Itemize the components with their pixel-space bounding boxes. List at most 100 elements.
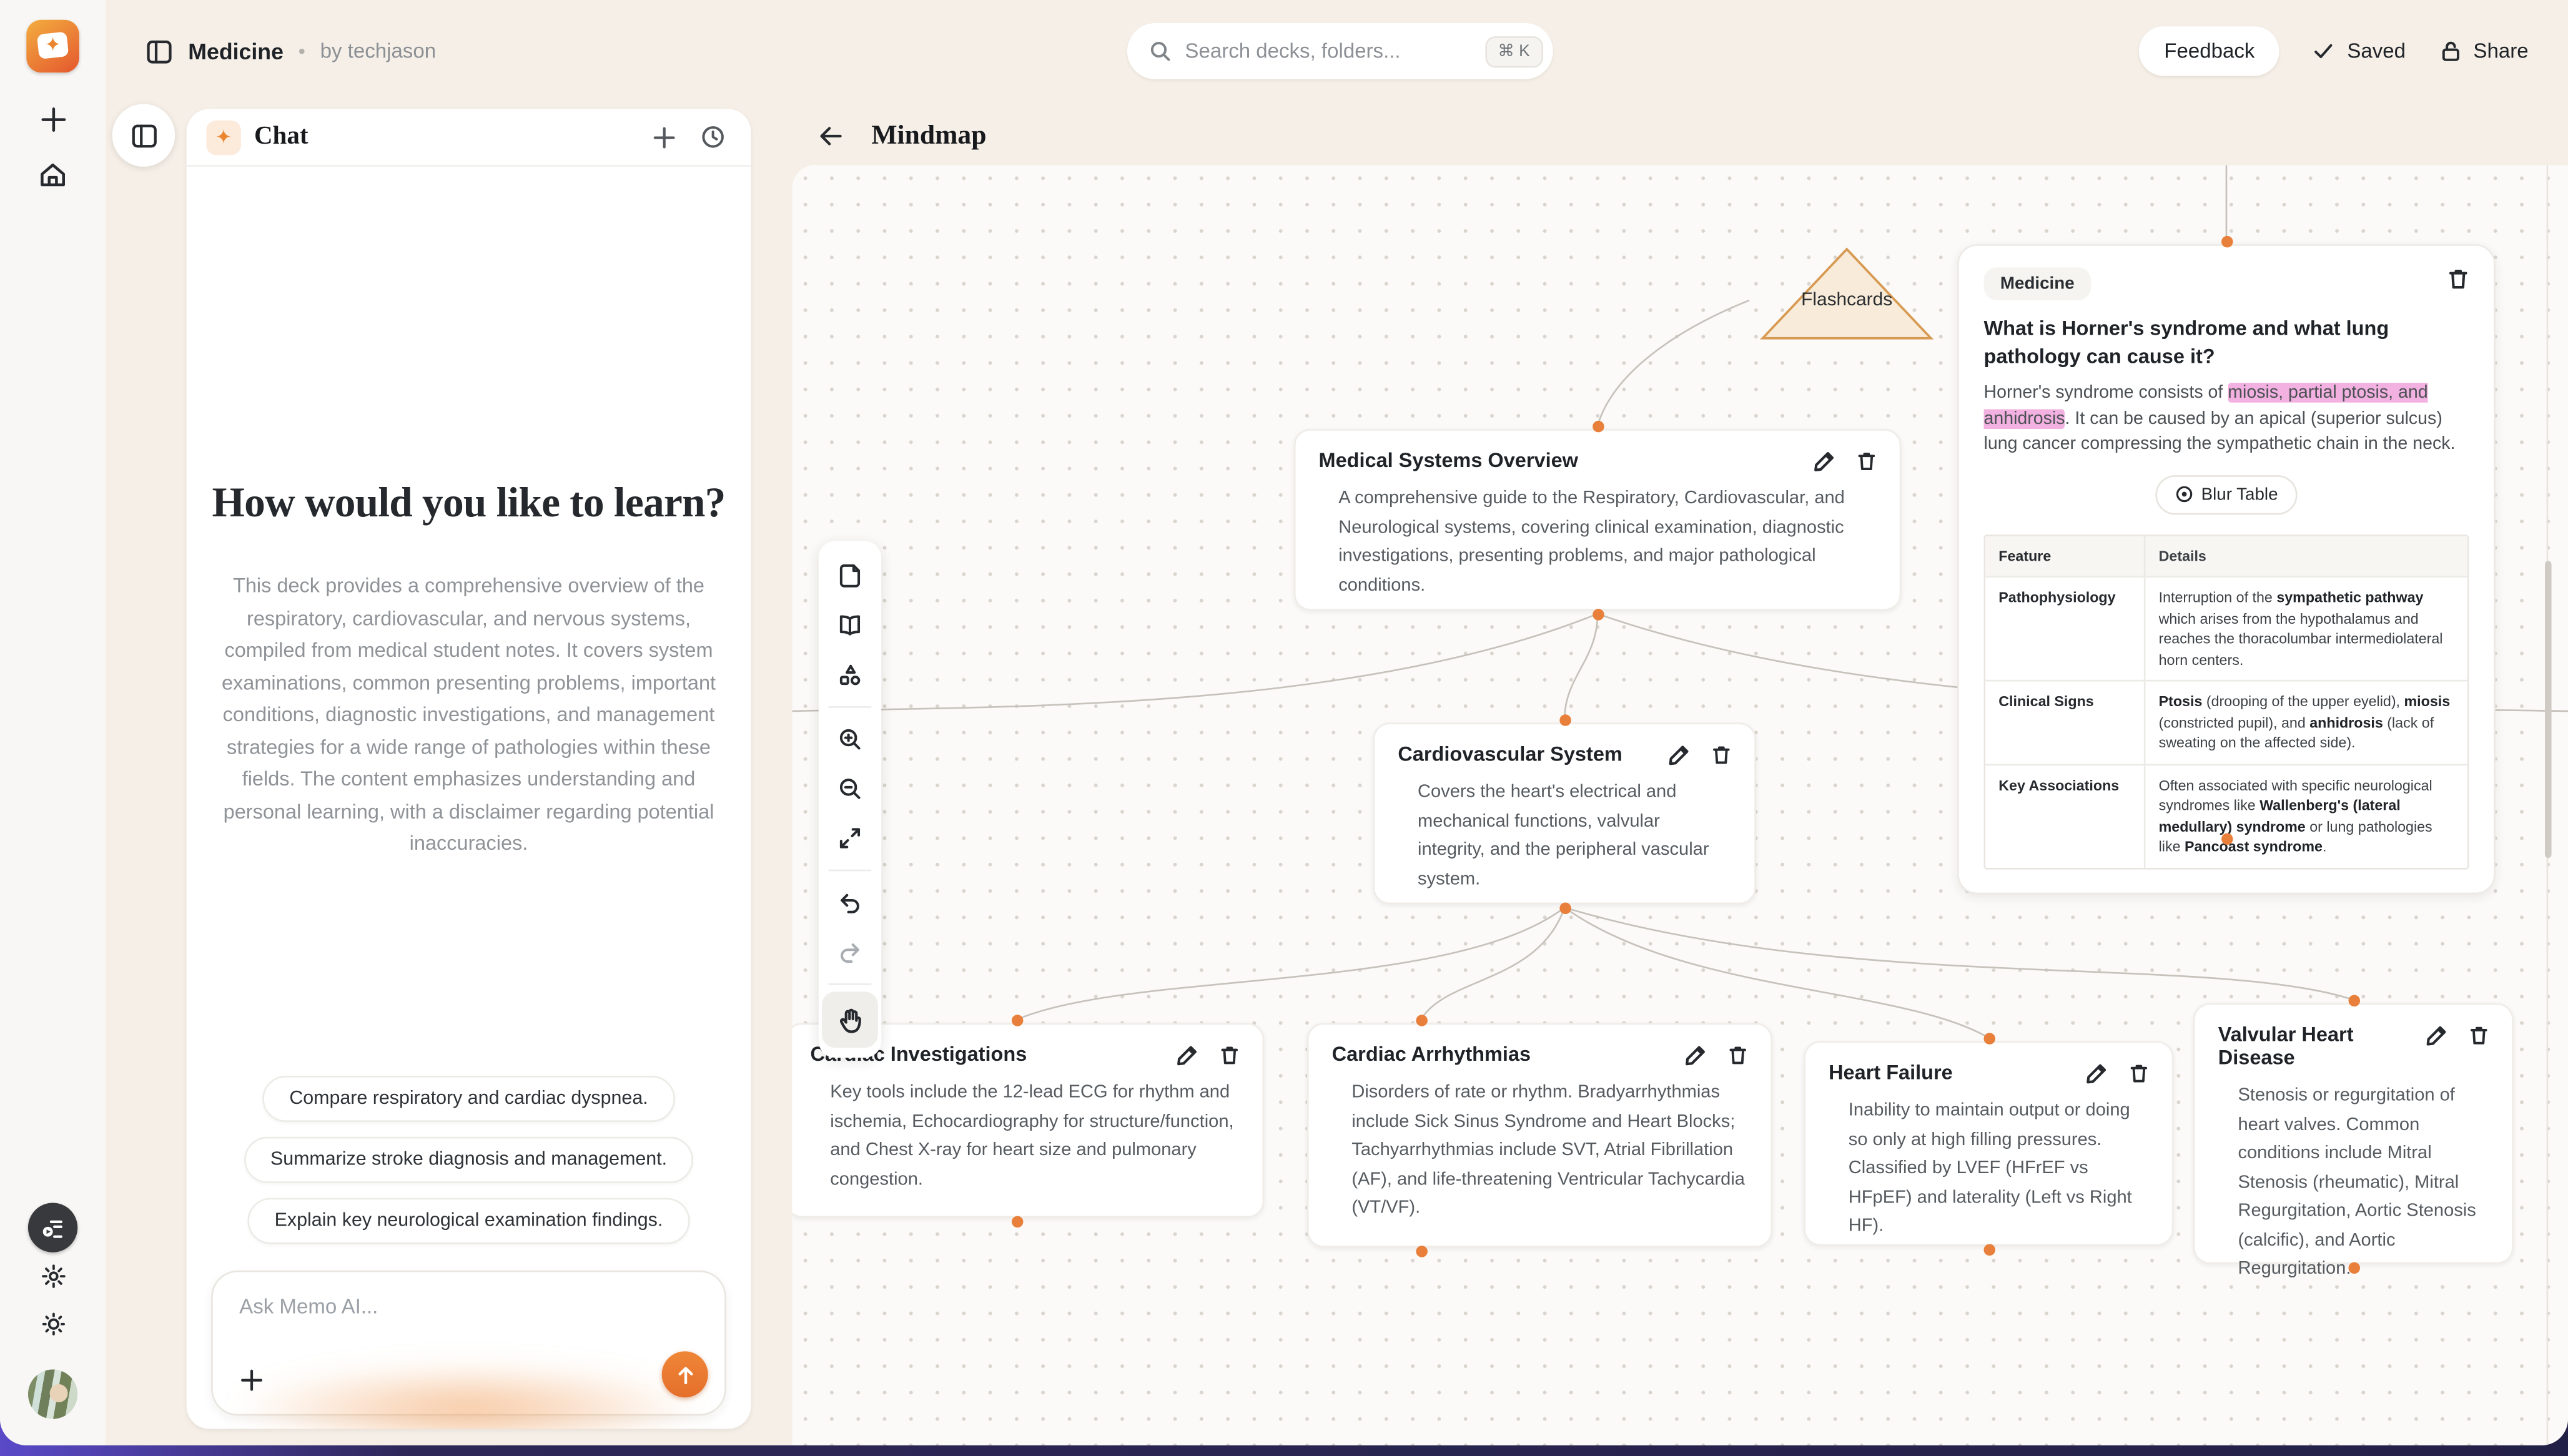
sidebar-toggle-button[interactable] (146, 37, 174, 65)
chat-collapse-button[interactable] (112, 104, 175, 167)
app-logo-icon[interactable]: ✦ (26, 19, 79, 73)
reader-tool-button[interactable] (825, 601, 874, 650)
connection-handle-dot[interactable] (2220, 235, 2233, 247)
flashcard-medicine[interactable]: Medicine What is Horner's syndrome and w… (1957, 244, 2496, 894)
trash-icon (1729, 1046, 1746, 1065)
connection-handle-dot[interactable] (1983, 1031, 1995, 1044)
deck-author: by techjason (320, 39, 437, 63)
canvas-scrollbar[interactable] (2544, 561, 2552, 858)
theme-toggle-button[interactable] (26, 1297, 79, 1350)
edit-node-button[interactable] (2426, 1025, 2447, 1046)
blur-table-button[interactable]: Blur Table (2155, 474, 2298, 514)
connection-handle-dot[interactable] (2348, 1261, 2359, 1273)
user-avatar[interactable] (27, 1369, 78, 1419)
connection-handle-dot[interactable] (1010, 1215, 1023, 1227)
connection-handle-dot[interactable] (1559, 902, 1571, 913)
node-title: Cardiac Arrhythmias (1331, 1043, 1531, 1066)
delete-node-button[interactable] (1857, 450, 1877, 471)
undo-button[interactable] (825, 878, 874, 927)
new-chat-button[interactable] (645, 119, 681, 155)
changelog-button[interactable] (27, 1203, 78, 1252)
edit-icon (1686, 1046, 1705, 1066)
toolbar-divider (828, 706, 872, 708)
file-icon (839, 564, 861, 588)
zoom-out-button[interactable] (825, 764, 874, 814)
delete-node-button[interactable] (2129, 1063, 2149, 1084)
mindmap-node-heart-failure[interactable]: Heart Failure Inability to maintain outpu… (1804, 1041, 2174, 1246)
shapes-tool-button[interactable] (825, 650, 874, 699)
home-icon (41, 164, 65, 187)
trash-icon (1713, 746, 1730, 764)
chat-heading: How would you like to learn? (212, 478, 726, 527)
connection-handle-dot[interactable] (1415, 1013, 1427, 1026)
delete-node-button[interactable] (1220, 1045, 1240, 1066)
chat-body: How would you like to learn? This deck p… (187, 165, 751, 860)
chat-history-button[interactable] (695, 119, 731, 155)
feedback-button[interactable]: Feedback (2139, 26, 2280, 76)
playlist-icon (42, 1220, 62, 1238)
edit-icon (1814, 452, 1834, 471)
mindmap-node-valvular-heart-disease[interactable]: Valvular Heart Disease Stenosis or regurg… (2193, 1003, 2514, 1279)
edit-node-button[interactable] (1669, 744, 1690, 765)
connection-handle-dot[interactable] (1010, 1013, 1023, 1026)
edit-icon (1669, 745, 1689, 765)
delete-card-button[interactable] (2447, 267, 2469, 290)
edit-node-button[interactable] (2086, 1063, 2107, 1084)
delete-node-button[interactable] (1711, 744, 1731, 765)
edit-icon (2426, 1026, 2446, 1046)
edit-node-button[interactable] (1814, 450, 1835, 471)
flashcards-node[interactable]: Flashcards (1759, 247, 1934, 342)
blur-icon (2176, 486, 2192, 503)
edit-node-button[interactable] (1177, 1045, 1198, 1066)
chat-description: This deck provides a comprehensive overv… (221, 574, 716, 855)
plus-icon (240, 1369, 262, 1390)
blur-table-label: Blur Table (2201, 484, 2278, 504)
suggestion-pill[interactable]: Compare respiratory and cardiac dyspnea. (263, 1076, 674, 1123)
delete-node-button[interactable] (2469, 1025, 2489, 1046)
new-deck-button[interactable] (26, 92, 79, 145)
panel-toggle-icon (131, 124, 156, 147)
connection-handle-dot[interactable] (1559, 713, 1571, 726)
connection-handle-dot[interactable] (2348, 994, 2359, 1006)
search-icon (1150, 42, 1170, 61)
fit-view-button[interactable] (825, 814, 874, 863)
node-title: Valvular Heart Disease (2218, 1023, 2354, 1070)
node-body: Disorders of rate or rhythm. Bradyarrhyt… (1351, 1082, 1746, 1218)
suggestion-pill[interactable]: Summarize stroke diagnosis and managemen… (244, 1136, 694, 1183)
connection-handle-dot[interactable] (2220, 832, 2233, 844)
chat-panel: ✦ Chat How would you like to learn? This… (186, 109, 751, 1429)
zoom-in-button[interactable] (825, 714, 874, 764)
check-icon (2314, 44, 2333, 59)
settings-button[interactable] (26, 1249, 79, 1302)
share-button[interactable]: Share (2439, 39, 2529, 62)
table-cell-details: Interruption of the sympathetic pathway … (2158, 589, 2443, 667)
attach-button[interactable] (233, 1361, 269, 1397)
triangle-shape (1760, 247, 1934, 340)
mindmap-canvas[interactable]: Flashcards Medicine What is Horner's syn… (792, 165, 2568, 1445)
mindmap-node-medical-systems-overview[interactable]: Medical Systems Overview A comprehensive … (1293, 429, 1902, 611)
connection-handle-dot[interactable] (1591, 420, 1604, 432)
pan-tool-button[interactable] (822, 991, 878, 1048)
mindmap-node-cardiac-arrhythmias[interactable]: Cardiac Arrhythmias Disorders of rate or … (1306, 1023, 1773, 1247)
connection-handle-dot[interactable] (1591, 607, 1604, 620)
mindmap-node-cardiovascular-system[interactable]: Cardiovascular System Covers the heart's … (1373, 722, 1756, 905)
table-row: Pathophysiology Interruption of the sympa… (1985, 576, 2467, 680)
zoom-out-icon (839, 779, 861, 799)
flashcards-label: Flashcards (1801, 290, 1893, 310)
mindmap-node-cardiac-investigations[interactable]: Cardiac Investigations Key tools include … (792, 1023, 1265, 1218)
search-input[interactable]: Search decks, folders... ⌘ K (1127, 22, 1553, 79)
back-button[interactable] (817, 121, 845, 149)
notes-tool-button[interactable] (825, 551, 874, 601)
suggestion-pill[interactable]: Explain key neurological examination fin… (248, 1198, 689, 1244)
connection-handle-dot[interactable] (1415, 1244, 1427, 1257)
trash-icon (2130, 1065, 2148, 1083)
table-row: Key Associations Often associated with sp… (1985, 763, 2467, 867)
home-button[interactable] (26, 149, 79, 202)
table-cell-feature: Clinical Signs (1985, 681, 2146, 764)
connection-handle-dot[interactable] (1983, 1243, 1995, 1255)
delete-node-button[interactable] (1728, 1045, 1748, 1066)
edit-node-button[interactable] (1685, 1045, 1706, 1066)
top-bar: Medicine • by techjason Search decks, fo… (106, 0, 2568, 102)
redo-button[interactable] (825, 927, 874, 976)
suggestion-list: Compare respiratory and cardiac dyspnea.… (187, 1076, 751, 1244)
